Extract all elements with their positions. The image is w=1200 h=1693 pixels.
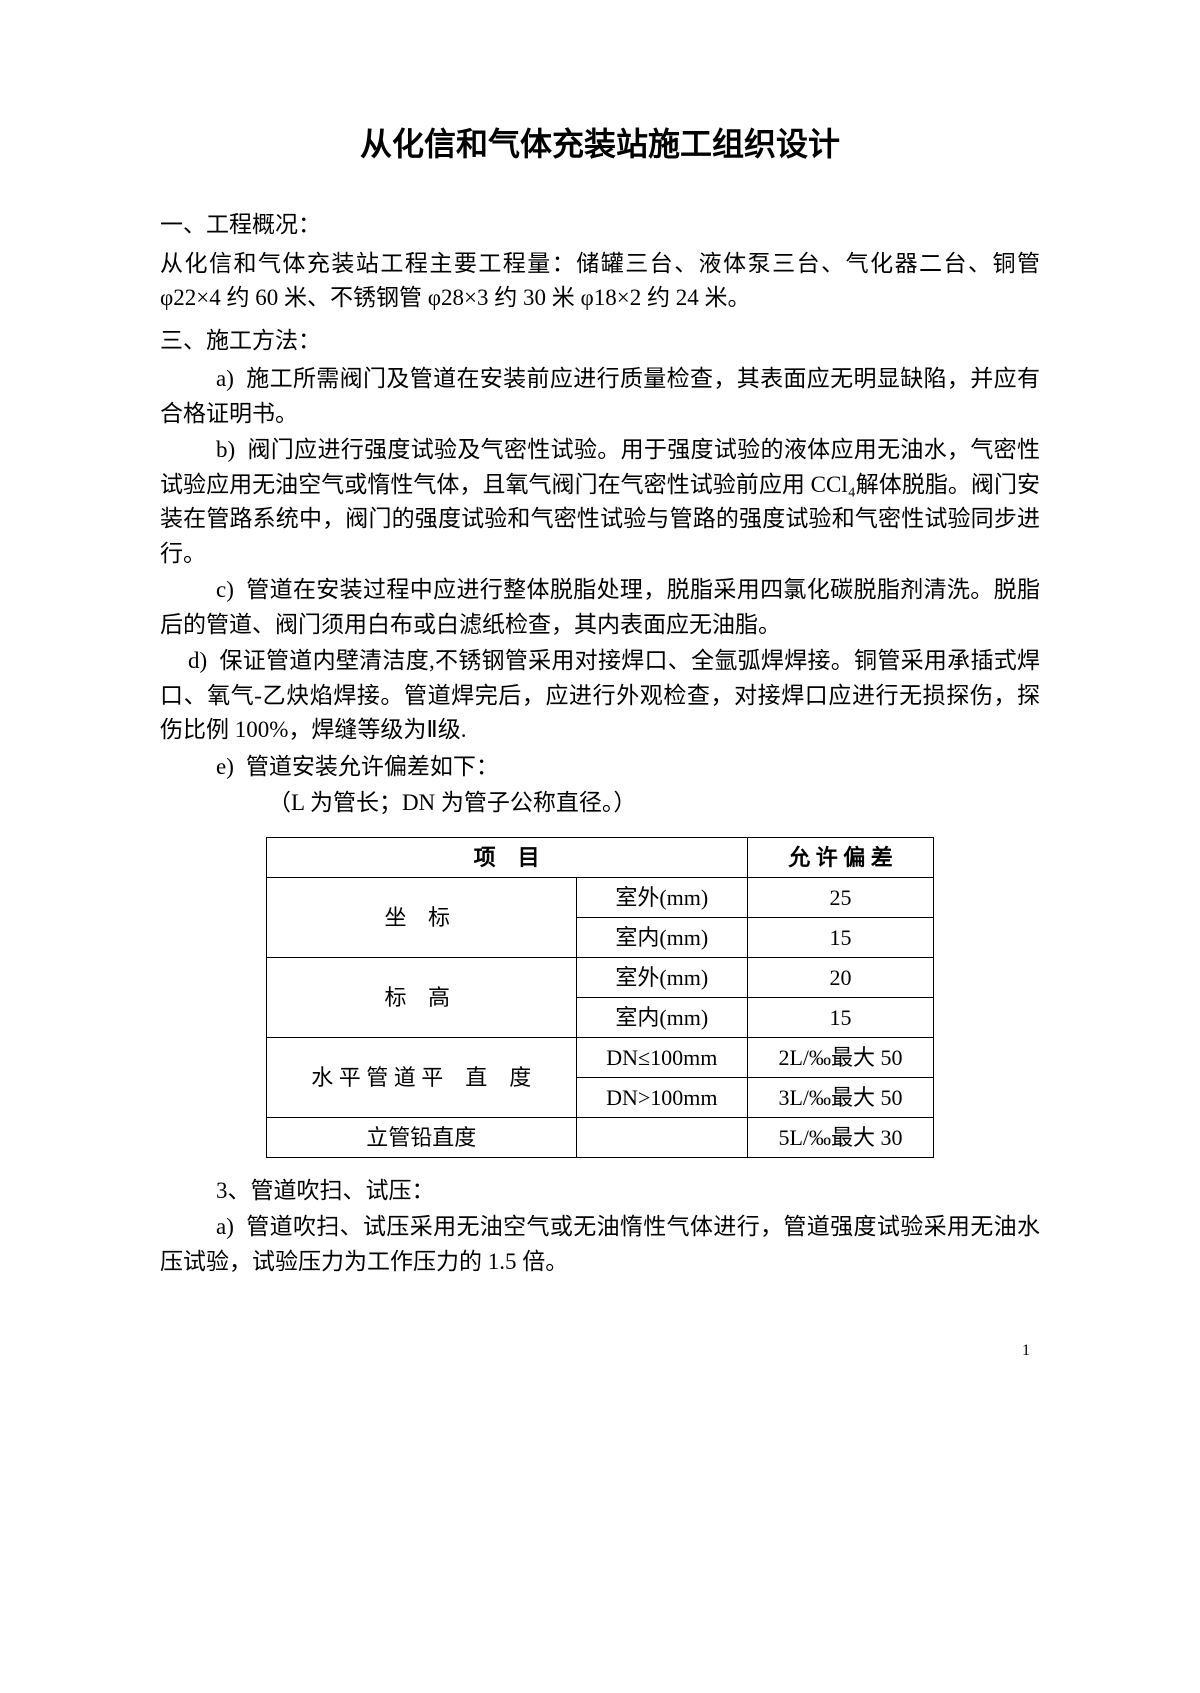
- cell-group: 立管铅直度: [266, 1117, 576, 1157]
- section-1-body: 从化信和气体充装站工程主要工程量：储罐三台、液体泵三台、气化器二台、铜管 φ22…: [160, 247, 1040, 316]
- tolerance-table: 项 目 允 许 偏 差 坐 标 室外(mm) 25 室内(mm) 15 标 高 …: [266, 837, 935, 1158]
- cell-val: 20: [747, 957, 934, 997]
- item-d: d)保证管道内壁清洁度,不锈钢管采用对接焊口、全氩弧焊焊接。铜管采用承插式焊口、…: [160, 644, 1040, 748]
- item-a-label: a): [160, 362, 246, 397]
- cell-sub: DN≤100mm: [577, 1037, 748, 1077]
- page-number: 1: [160, 1339, 1040, 1363]
- table-row: 立管铅直度 5L/‰最大 30: [266, 1117, 934, 1157]
- item-e-label: e): [160, 750, 246, 785]
- item-c-text: 管道在安装过程中应进行整体脱脂处理，脱脂采用四氯化碳脱脂剂清洗。脱脂后的管道、阀…: [160, 577, 1040, 637]
- cell-val: 25: [747, 877, 934, 917]
- item-b: b)阀门应进行强度试验及气密性试验。用于强度试验的液体应用无油水，气密性试验应用…: [160, 433, 1040, 571]
- purge-a-label: a): [160, 1210, 246, 1245]
- th-item: 项 目: [266, 837, 747, 877]
- cell-val: 2L/‰最大 50: [747, 1037, 934, 1077]
- item-b-label: b): [160, 433, 247, 468]
- cell-val: 5L/‰最大 30: [747, 1117, 934, 1157]
- item-d-label: d): [160, 644, 219, 679]
- cell-group: 水 平 管 道 平 直 度: [266, 1037, 576, 1117]
- table-header-row: 项 目 允 许 偏 差: [266, 837, 934, 877]
- cell-sub: [577, 1117, 748, 1157]
- item-d-text: 保证管道内壁清洁度,不锈钢管采用对接焊口、全氩弧焊焊接。铜管采用承插式焊口、氧气…: [160, 648, 1040, 742]
- table-row: 水 平 管 道 平 直 度 DN≤100mm 2L/‰最大 50: [266, 1037, 934, 1077]
- purge-item-a: a)管道吹扫、试压采用无油空气或无油惰性气体进行，管道强度试验采用无油水压试验，…: [160, 1210, 1040, 1279]
- item-c-label: c): [160, 573, 246, 608]
- cell-sub: 室外(mm): [577, 957, 748, 997]
- document-title: 从化信和气体充装站施工组织设计: [160, 120, 1040, 168]
- cell-sub: 室外(mm): [577, 877, 748, 917]
- item-a-text: 施工所需阀门及管道在安装前应进行质量检查，其表面应无明显缺陷，并应有合格证明书。: [160, 366, 1040, 426]
- section-1-heading: 一、工程概况：: [160, 208, 1040, 243]
- th-tol: 允 许 偏 差: [747, 837, 934, 877]
- item-a: a)施工所需阀门及管道在安装前应进行质量检查，其表面应无明显缺陷，并应有合格证明…: [160, 362, 1040, 431]
- cell-val: 15: [747, 997, 934, 1037]
- section-3-heading: 三、施工方法：: [160, 324, 1040, 359]
- cell-sub: 室内(mm): [577, 917, 748, 957]
- purge-heading: 3、管道吹扫、试压：: [160, 1174, 1040, 1209]
- table-row: 标 高 室外(mm) 20: [266, 957, 934, 997]
- cell-val: 3L/‰最大 50: [747, 1077, 934, 1117]
- item-e-note: （L 为管长；DN 为管子公称直径。）: [160, 786, 1040, 821]
- item-e-text: 管道安装允许偏差如下：: [246, 754, 499, 779]
- cell-group: 标 高: [266, 957, 576, 1037]
- cell-val: 15: [747, 917, 934, 957]
- cell-sub: 室内(mm): [577, 997, 748, 1037]
- cell-sub: DN>100mm: [577, 1077, 748, 1117]
- table-row: 坐 标 室外(mm) 25: [266, 877, 934, 917]
- purge-a-text: 管道吹扫、试压采用无油空气或无油惰性气体进行，管道强度试验采用无油水压试验，试验…: [160, 1214, 1040, 1274]
- item-c: c)管道在安装过程中应进行整体脱脂处理，脱脂采用四氯化碳脱脂剂清洗。脱脂后的管道…: [160, 573, 1040, 642]
- item-b-text: 阀门应进行强度试验及气密性试验。用于强度试验的液体应用无油水，气密性试验应用无油…: [160, 437, 1040, 566]
- item-e: e)管道安装允许偏差如下：: [160, 750, 1040, 785]
- cell-group: 坐 标: [266, 877, 576, 957]
